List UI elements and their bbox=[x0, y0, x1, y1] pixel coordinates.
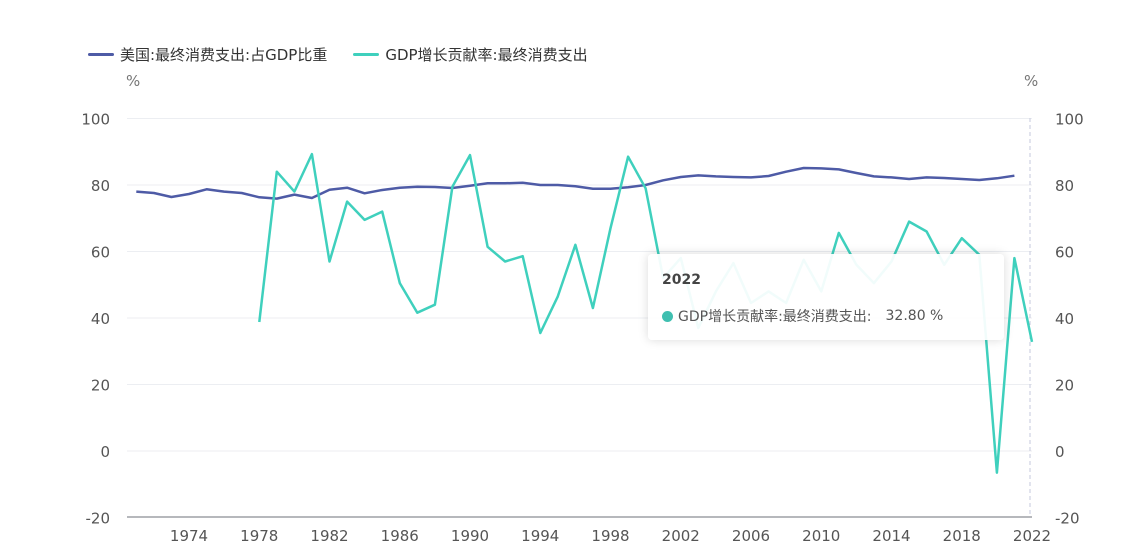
left-y-tick-label: -20 bbox=[86, 510, 111, 528]
x-tick-label: 2002 bbox=[662, 527, 700, 545]
x-tick-label: 1994 bbox=[521, 527, 559, 545]
tooltip-title: 2022 bbox=[662, 272, 701, 288]
series-line-2 bbox=[258, 152, 1034, 474]
right-y-tick-label: 0 bbox=[1055, 443, 1065, 461]
right-axis-unit: % bbox=[1024, 72, 1039, 90]
right-y-tick-label: 60 bbox=[1055, 244, 1074, 262]
x-tick-label: 1982 bbox=[310, 527, 348, 545]
right-y-tick-label: 80 bbox=[1055, 177, 1074, 195]
right-y-tick-label: -20 bbox=[1055, 510, 1080, 528]
legend: 美国:最终消费支出:占GDP比重 GDP增长贡献率:最终消费支出 bbox=[88, 44, 588, 65]
legend-line-icon bbox=[88, 53, 114, 56]
series-dot-icon bbox=[662, 310, 673, 322]
left-y-tick-label: 0 bbox=[100, 443, 110, 461]
x-tick-label: 1974 bbox=[170, 527, 208, 545]
legend-line-icon bbox=[353, 53, 380, 56]
left-axis-unit: % bbox=[126, 72, 141, 90]
left-y-tick-label: 60 bbox=[91, 244, 110, 262]
tooltip-row: GDP增长贡献率:最终消费支出: 32.80 % bbox=[662, 306, 943, 326]
tooltip: 2022 GDP增长贡献率:最终消费支出: 32.80 % bbox=[648, 254, 1004, 340]
left-y-tick-label: 80 bbox=[91, 177, 110, 195]
left-y-tick-label: 100 bbox=[81, 111, 110, 129]
series-line-1 bbox=[136, 166, 1015, 200]
right-y-tick-label: 40 bbox=[1055, 310, 1074, 328]
legend-label: 美国:最终消费支出:占GDP比重 bbox=[120, 46, 328, 64]
x-tick-label: 1990 bbox=[451, 527, 489, 545]
legend-item-gdp-contribution[interactable]: GDP增长贡献率:最终消费支出 bbox=[353, 44, 588, 65]
left-y-tick-label: 40 bbox=[91, 310, 110, 328]
x-tick-label: 2010 bbox=[802, 527, 840, 545]
legend-label: GDP增长贡献率:最终消费支出 bbox=[385, 46, 588, 64]
x-tick-label: 2018 bbox=[943, 527, 981, 545]
tooltip-value: 32.80 % bbox=[885, 308, 944, 324]
tooltip-series-label: GDP增长贡献率:最终消费支出: bbox=[678, 309, 872, 325]
legend-item-consumption-share[interactable]: 美国:最终消费支出:占GDP比重 bbox=[88, 44, 327, 65]
x-tick-label: 1986 bbox=[381, 527, 419, 545]
right-y-tick-label: 20 bbox=[1055, 377, 1074, 395]
x-tick-label: 2022 bbox=[1013, 527, 1051, 545]
x-tick-label: 2014 bbox=[872, 527, 910, 545]
right-y-tick-label: 100 bbox=[1055, 111, 1084, 129]
x-tick-label: 1998 bbox=[591, 527, 629, 545]
x-tick-label: 2006 bbox=[732, 527, 770, 545]
left-y-tick-label: 20 bbox=[91, 377, 110, 395]
x-tick-label: 1978 bbox=[240, 527, 278, 545]
